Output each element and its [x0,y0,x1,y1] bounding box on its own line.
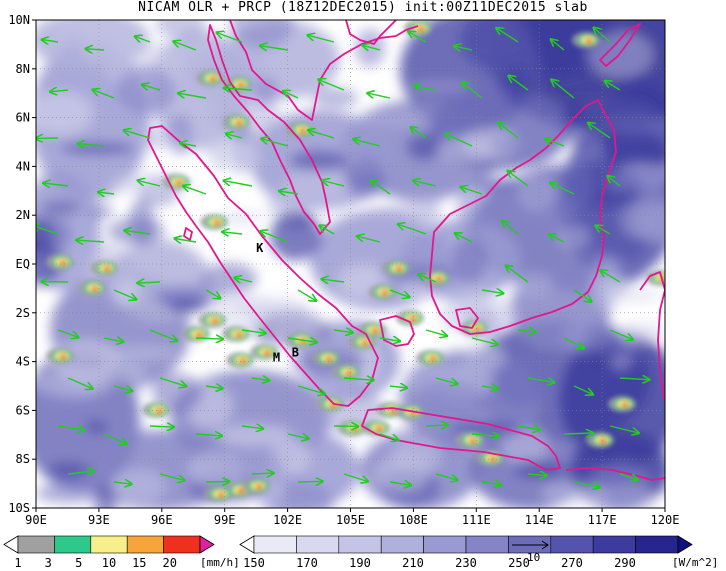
olr-colorbar-label: 250 [508,556,530,570]
coast-vietnam [345,20,397,45]
precip-unit-label: [mm/h] [200,556,240,569]
lon-tick-label: 90E [25,513,47,527]
wind-reference-label: 10 [527,551,540,564]
wind-reference: 10 [512,540,549,564]
lon-tick-label: 111E [462,513,491,527]
lat-tick-label: 2N [16,208,30,222]
annotation-m: M [273,351,280,365]
coast-philippines [599,23,641,67]
lon-tick-label: 96E [151,513,173,527]
coast-java [361,407,561,471]
coast-small-island [183,227,193,241]
precip-colorbar-label: 5 [75,556,82,570]
lon-tick-label: 120E [651,513,680,527]
olr-colorbar-label: 210 [402,556,424,570]
olr-colorbar-label: 270 [561,556,583,570]
coast-malay-peninsula [207,24,331,235]
lat-tick-label: 8N [16,62,30,76]
lon-tick-label: 105E [336,513,365,527]
olr-colorbar-label: 170 [296,556,318,570]
coastlines [147,20,665,481]
coast-belitung [455,307,479,329]
olr-colorbar: 150 170 190 210 230 250 270 290 [239,535,693,570]
place-annotations: K M B [256,241,299,365]
lat-tick-label: 4S [16,355,30,369]
precip-colorbar-label: 3 [45,556,52,570]
olr-unit-label: [W/m^2] [672,556,718,569]
lat-tick-label: 10S [8,501,30,515]
lon-tick-label: 93E [88,513,110,527]
lon-tick-label: 99E [214,513,236,527]
coast-bangka [379,315,415,347]
lat-tick-label: EQ [16,257,30,271]
coast-east-islands [639,271,665,401]
wind-vectors [36,28,649,488]
olr-colorbar-label: 230 [455,556,477,570]
lat-tick-label: 2S [16,306,30,320]
lon-tick-label: 114E [525,513,554,527]
olr-colorbar-label: 150 [243,556,265,570]
axis-labels: 90E 93E 96E 99E 102E 105E 108E 111E 114E 117E 120E… [8,13,679,527]
coast-lombok [565,467,665,481]
map-title: NICAM OLR + PRCP (18Z12DEC2015) init:00Z… [138,0,588,15]
lat-tick-label: 4N [16,159,30,173]
lon-tick-label: 117E [588,513,617,527]
annotation-k: K [256,241,264,255]
coast-borneo [429,99,617,335]
olr-colorbar-label: 290 [614,556,636,570]
lat-tick-label: 6S [16,403,30,417]
lon-tick-label: 102E [273,513,302,527]
precip-colorbar-label: 20 [162,556,176,570]
coast-indochina [229,20,419,121]
lat-tick-label: 8S [16,452,30,466]
coast-sumatra [147,125,379,407]
annotation-b: B [292,346,299,360]
olr-colorbar-label: 190 [349,556,371,570]
precip-colorbar-label: 1 [14,556,21,570]
lon-tick-label: 108E [399,513,428,527]
grid-lines [36,20,665,508]
lat-tick-label: 10N [8,13,30,27]
precip-shading [46,20,665,502]
lat-tick-label: 6N [16,111,30,125]
precip-colorbar-label: 10 [102,556,116,570]
precip-colorbar-label: 15 [132,556,146,570]
precip-colorbar: 1 3 5 10 15 20 [3,535,215,570]
